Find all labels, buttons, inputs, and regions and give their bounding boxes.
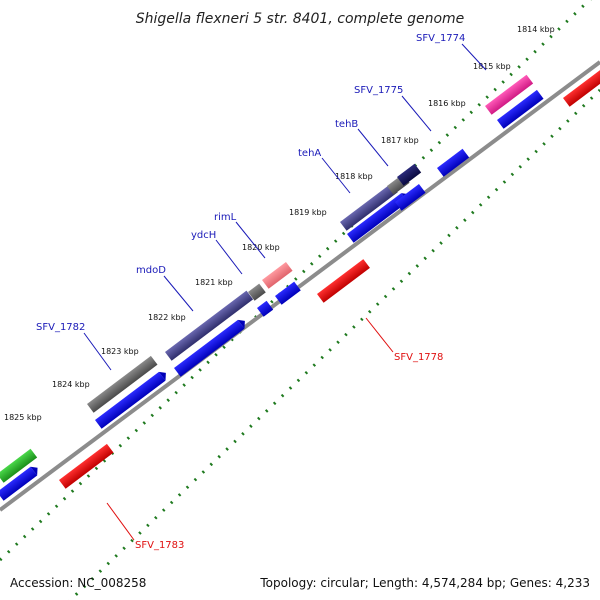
callout-sfv1774 <box>461 43 487 71</box>
gene-bar-magenta[interactable] <box>484 74 534 115</box>
gene-label-sfv1775[interactable]: SFV_1775 <box>354 85 403 96</box>
callout-mdod <box>163 275 194 312</box>
gene-bar-gray-small[interactable] <box>247 283 266 301</box>
gene-label-riml[interactable]: rimL <box>214 212 237 223</box>
callout-sfv1783 <box>106 502 135 541</box>
gene-labels: SFV_1774 SFV_1775 tehB tehA rimL ydcH md… <box>36 33 465 551</box>
gene-label-sfv1778[interactable]: SFV_1778 <box>394 352 443 363</box>
gene-bar-red[interactable] <box>316 259 370 303</box>
gene-label-tehb[interactable]: tehB <box>335 119 358 130</box>
gene-bar-blue[interactable] <box>173 319 245 377</box>
gene-bar-blue[interactable] <box>0 466 38 501</box>
gene-bar-purple[interactable] <box>164 290 254 361</box>
gene-bar-purple[interactable] <box>339 183 398 231</box>
tick-label-1816: 1816 kbp <box>428 99 466 108</box>
gene-bar-green[interactable] <box>0 448 38 483</box>
gene-bar-blue[interactable] <box>394 183 426 211</box>
gene-label-ydch[interactable]: ydcH <box>191 230 216 241</box>
gene-bar-navy[interactable] <box>396 163 422 186</box>
accession-label: Accession: NC_008258 <box>10 576 147 590</box>
callout-lines <box>83 43 487 541</box>
gene-bar-blue[interactable] <box>346 193 408 243</box>
gene-bar-blue[interactable] <box>496 89 544 129</box>
tick-label-1825: 1825 kbp <box>4 413 42 422</box>
gene-label-sfv1783[interactable]: SFV_1783 <box>135 540 184 551</box>
tick-label-1819: 1819 kbp <box>289 208 327 217</box>
gene-bar-gray[interactable] <box>86 355 158 413</box>
gene-bar-red[interactable] <box>58 443 114 489</box>
tick-label-1820: 1820 kbp <box>242 243 280 252</box>
gene-bar-blue[interactable] <box>436 148 470 177</box>
gene-label-teha[interactable]: tehA <box>298 148 321 159</box>
callout-teha <box>321 157 351 194</box>
genome-summary: Topology: circular; Length: 4,574,284 bp… <box>260 576 590 590</box>
callout-sfv1782 <box>83 332 112 371</box>
tick-label-1817: 1817 kbp <box>381 136 419 145</box>
gene-bar-pink[interactable] <box>261 261 293 289</box>
ruler-outer-line <box>0 0 592 562</box>
gene-bar-red[interactable] <box>562 67 600 107</box>
callout-tehb <box>357 128 389 167</box>
gene-features <box>0 67 600 501</box>
map-title: Shigella flexneri 5 str. 8401, complete … <box>136 11 465 27</box>
tick-label-1815: 1815 kbp <box>473 62 511 71</box>
gene-arrow-blue <box>158 371 166 381</box>
gene-label-sfv1774[interactable]: SFV_1774 <box>416 33 465 44</box>
gene-bar-blue[interactable] <box>94 371 166 429</box>
tick-label-1824: 1824 kbp <box>52 380 90 389</box>
tick-label-1814: 1814 kbp <box>517 25 555 34</box>
gene-arrow-blue <box>237 319 245 329</box>
genome-backbone <box>0 60 600 512</box>
tick-label-1822: 1822 kbp <box>148 313 186 322</box>
tick-label-1821: 1821 kbp <box>195 278 233 287</box>
gene-label-mdod[interactable]: mdoD <box>136 265 166 276</box>
gene-bar-blue[interactable] <box>256 300 274 317</box>
ruler-tick-labels: 1814 kbp 1815 kbp 1816 kbp 1817 kbp 1818… <box>4 25 555 422</box>
tick-label-1818: 1818 kbp <box>335 172 373 181</box>
callout-ydch <box>215 239 243 275</box>
ruler-inner-line <box>68 88 600 600</box>
tick-label-1823: 1823 kbp <box>101 347 139 356</box>
gene-label-sfv1782[interactable]: SFV_1782 <box>36 322 85 333</box>
gene-arrow-blue <box>30 466 38 476</box>
callout-sfv1775 <box>401 95 432 132</box>
gene-bar-blue[interactable] <box>274 281 301 305</box>
callout-riml <box>235 221 266 259</box>
callout-sfv1778 <box>365 317 394 353</box>
